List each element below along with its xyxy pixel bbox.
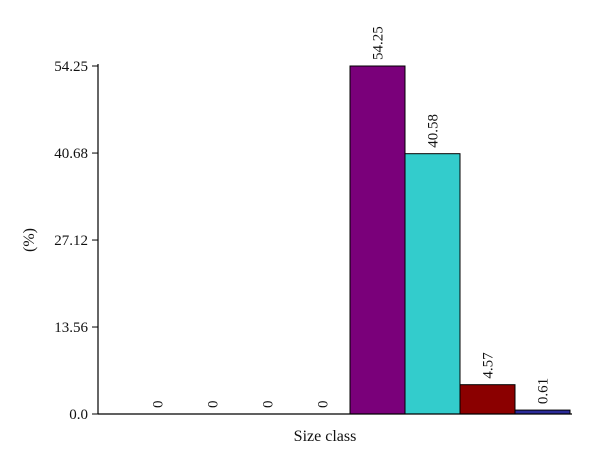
y-tick-label: 27.12 [54, 233, 88, 249]
bar [349, 65, 406, 415]
y-axis-title: (%) [21, 228, 38, 252]
bar-value-label: 54.25 [371, 26, 387, 60]
bar [404, 153, 461, 415]
bar-value-label: 0 [316, 401, 332, 409]
bar-data-labels: 0 0 0 0 54.25 40.58 4.57 0.61 [151, 26, 552, 408]
bar-value-label: 4.57 [481, 352, 497, 379]
y-tick-label: 13.56 [54, 320, 88, 336]
bar [459, 384, 516, 415]
bar-value-label: 0 [206, 401, 222, 409]
bar-value-label: 0 [151, 401, 167, 409]
bar-value-label: 40.58 [426, 114, 442, 148]
bar-value-label: 0.61 [536, 378, 552, 404]
bars [349, 65, 571, 415]
y-tick-label: 0.0 [69, 407, 88, 423]
x-axis-title: Size class [294, 428, 357, 445]
bar-value-label: 0 [261, 401, 277, 409]
y-tick-label: 40.68 [54, 146, 88, 162]
y-tick-label: 54.25 [54, 59, 88, 75]
y-axis-ticks: 0.0 13.56 27.12 40.68 54.25 [54, 59, 98, 423]
